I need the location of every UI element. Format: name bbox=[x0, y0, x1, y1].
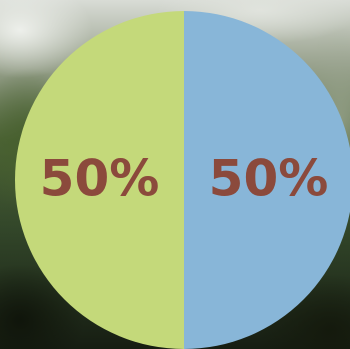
pie-labels: 50% 50% bbox=[40, 150, 329, 208]
pie-slice-2 bbox=[15, 11, 184, 349]
pie-slice-1 bbox=[184, 11, 350, 349]
pie-slice-label-2: 50% bbox=[40, 150, 160, 208]
pie-slices bbox=[15, 11, 350, 349]
pie-slice-label-1: 50% bbox=[209, 150, 329, 208]
